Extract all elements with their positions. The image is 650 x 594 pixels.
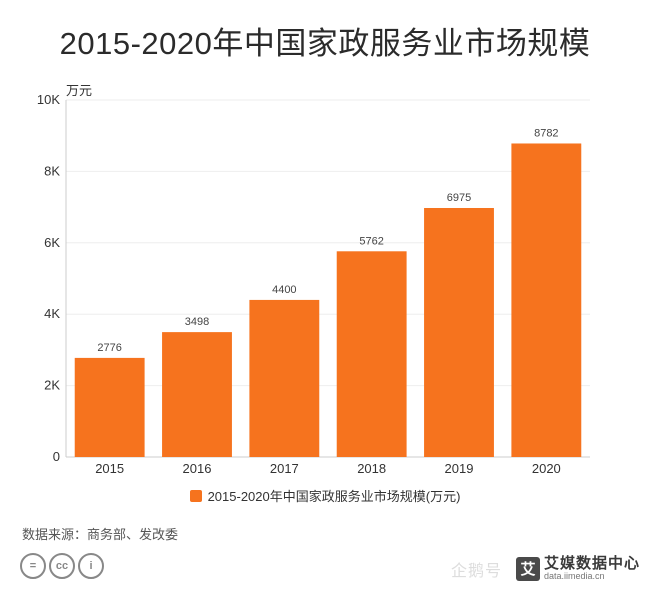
legend-label: 2015-2020年中国家政服务业市场规模(万元) xyxy=(207,489,461,504)
license-icons: = cc i xyxy=(20,553,104,579)
bar xyxy=(162,332,232,457)
x-tick-label: 2018 xyxy=(357,461,386,476)
y-tick-label: 4K xyxy=(44,306,60,321)
grid-lines xyxy=(65,99,590,458)
equals-icon: = xyxy=(20,553,46,579)
data-label: 4400 xyxy=(272,284,296,296)
bar xyxy=(424,207,494,457)
x-axis: 2015 2016 2017 2018 2019 2020 xyxy=(95,461,561,476)
data-label: 5762 xyxy=(359,235,383,247)
data-label: 8782 xyxy=(534,127,558,139)
person-icon: i xyxy=(78,553,104,579)
x-tick-label: 2016 xyxy=(183,461,212,476)
y-tick-label: 10K xyxy=(37,92,60,107)
data-label: 6975 xyxy=(447,192,471,204)
brand-logo-icon: 艾 xyxy=(515,556,540,581)
brand-url: data.iimedia.cn xyxy=(543,570,605,581)
brand-name: 艾媒数据中心 xyxy=(543,555,640,572)
bars xyxy=(74,143,582,457)
source-note: 数据来源：商务部、发改委 xyxy=(22,527,179,542)
x-tick-label: 2019 xyxy=(445,461,474,476)
cc-icon: cc xyxy=(49,553,75,579)
y-unit-label: 万元 xyxy=(66,83,92,98)
y-tick-label: 6K xyxy=(44,235,60,250)
y-tick-label: 0 xyxy=(53,449,60,464)
x-tick-label: 2017 xyxy=(270,461,299,476)
y-tick-label: 2K xyxy=(44,378,60,393)
chart-title: 2015-2020年中国家政服务业市场规模 xyxy=(59,26,591,61)
y-axis: 0 2K 4K 6K 8K 10K xyxy=(37,92,60,464)
y-tick-label: 8K xyxy=(44,163,60,178)
bar-chart: 万元 0 2K 4K 6K 8K 10K 2776 3498 4400 5762 6975 8782… xyxy=(37,83,590,476)
platform-watermark: 企鹅号 xyxy=(450,562,502,580)
watermark: 企鹅号 艾 艾媒数据中心 data.iimedia.cn xyxy=(451,556,640,581)
x-tick-label: 2015 xyxy=(95,461,124,476)
bar xyxy=(74,357,145,457)
legend[interactable]: 2015-2020年中国家政服务业市场规模(万元) xyxy=(0,486,650,505)
data-label: 3498 xyxy=(185,316,209,328)
data-label: 2776 xyxy=(97,342,121,354)
bar xyxy=(249,299,320,457)
bar xyxy=(511,143,582,457)
x-tick-label: 2020 xyxy=(532,461,561,476)
value-labels: 2776 3498 4400 5762 6975 8782 xyxy=(97,127,558,353)
legend-swatch xyxy=(189,489,202,502)
bar xyxy=(336,251,407,457)
